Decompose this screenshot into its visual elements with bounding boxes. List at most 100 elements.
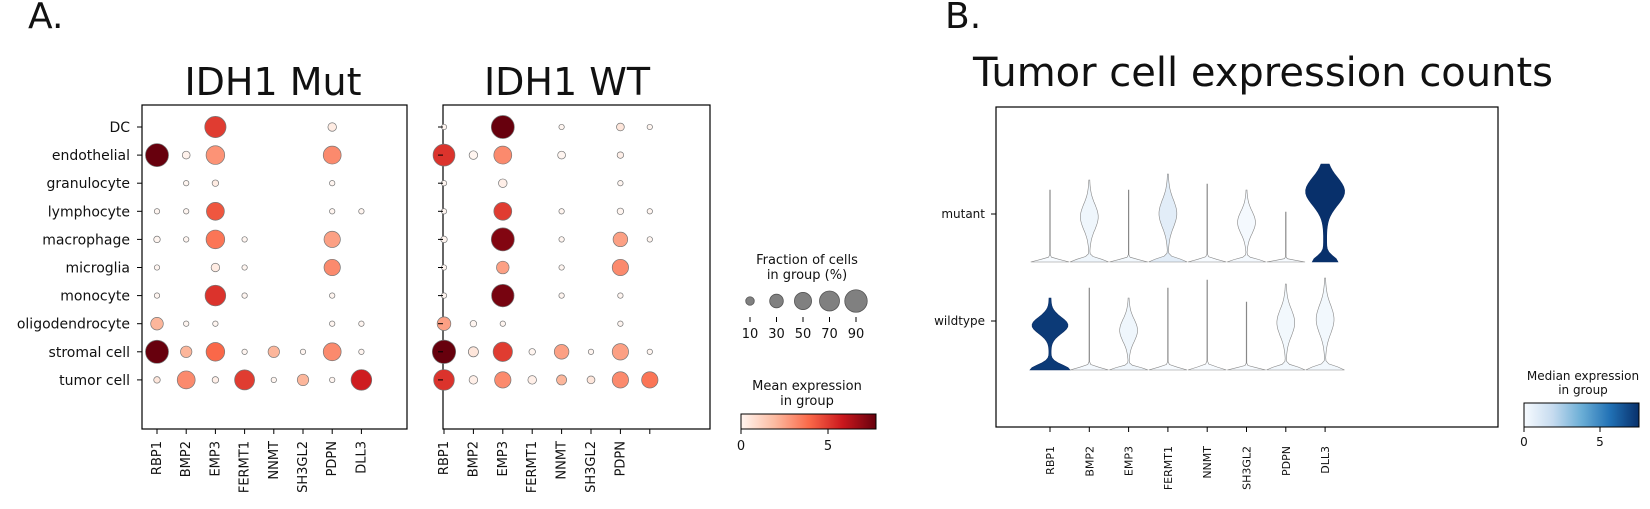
dot-mut bbox=[145, 143, 169, 167]
dot-wt bbox=[612, 231, 629, 248]
fraction-legend-dot bbox=[769, 293, 784, 309]
fraction-legend-title-1: Fraction of cells bbox=[756, 253, 858, 268]
x-tick-label-mut: SH3GL2 bbox=[296, 441, 311, 493]
violin-gene-label: BMP2 bbox=[1083, 446, 1096, 477]
dot-mut bbox=[350, 369, 373, 391]
violin-row-label: mutant bbox=[941, 207, 985, 221]
fraction-legend-tick-label: 90 bbox=[848, 327, 865, 342]
fraction-legend-dot bbox=[745, 296, 755, 306]
fraction-legend-tick-label: 50 bbox=[795, 327, 812, 342]
violin-wildtype bbox=[1148, 287, 1188, 371]
dot-wt bbox=[611, 371, 629, 389]
dot-wt bbox=[617, 292, 624, 299]
dot-mut bbox=[150, 317, 164, 331]
x-tick-label-wt: BMP2 bbox=[466, 441, 481, 477]
dot-mut bbox=[270, 376, 277, 383]
dot-wt bbox=[646, 123, 653, 131]
dot-mut bbox=[241, 236, 248, 243]
dot-mut bbox=[153, 292, 161, 299]
violin-mutant bbox=[1266, 211, 1306, 263]
median-expr-legend-title-1: Median expression bbox=[1527, 369, 1639, 383]
dot-wt bbox=[490, 115, 515, 139]
row-label: stromal cell bbox=[49, 345, 130, 361]
dotplot-wt-frame bbox=[442, 104, 711, 430]
dot-wt bbox=[557, 150, 566, 160]
dot-wt bbox=[528, 348, 536, 356]
dot-wt bbox=[617, 180, 624, 187]
dot-mut bbox=[234, 369, 255, 391]
x-tick-label-mut: PDPN bbox=[325, 441, 340, 476]
dot-wt bbox=[611, 343, 629, 361]
violin-gene-label: NNMT bbox=[1201, 446, 1214, 479]
violin-wildtype bbox=[1029, 297, 1071, 371]
fraction-legend-tick-label: 10 bbox=[742, 327, 759, 342]
x-tick-label-wt: SH3GL2 bbox=[584, 441, 599, 493]
dot-mut bbox=[180, 345, 193, 358]
row-label: lymphocyte bbox=[48, 204, 130, 220]
dot-mut bbox=[205, 229, 226, 250]
x-tick-label-mut: BMP2 bbox=[179, 441, 194, 477]
dot-mut bbox=[241, 348, 248, 355]
dot-wt bbox=[616, 207, 625, 215]
title-idh1-mut: IDH1 Mut bbox=[184, 60, 361, 104]
dot-mut bbox=[323, 258, 341, 277]
panel-label-a: A. bbox=[28, 0, 63, 37]
dot-mut bbox=[183, 180, 190, 187]
dot-mut bbox=[327, 122, 337, 132]
dot-wt bbox=[468, 150, 479, 160]
dot-mut bbox=[329, 180, 336, 187]
dot-mut bbox=[183, 320, 190, 327]
title-tumor-expression: Tumor cell expression counts bbox=[972, 50, 1553, 96]
dot-wt bbox=[431, 339, 457, 364]
dot-wt bbox=[469, 320, 478, 328]
dot-mut bbox=[323, 230, 341, 248]
dot-wt bbox=[436, 316, 452, 331]
violin-wildtype bbox=[1227, 301, 1266, 371]
dot-wt bbox=[556, 374, 568, 386]
fraction-legend-title-2: in group (%) bbox=[767, 268, 847, 283]
dot-wt bbox=[432, 143, 456, 167]
dot-wt bbox=[646, 348, 653, 355]
dot-wt bbox=[496, 260, 510, 275]
dot-wt bbox=[616, 122, 625, 132]
fraction-legend-tick-label: 70 bbox=[821, 327, 838, 342]
dot-mut bbox=[205, 342, 226, 362]
dot-mut bbox=[153, 235, 161, 244]
x-tick-label-mut: DLL3 bbox=[354, 441, 369, 474]
x-tick-label-mut: FERMT1 bbox=[238, 441, 253, 493]
dot-mut bbox=[267, 345, 280, 358]
mean-expr-legend-title-2: in group bbox=[780, 394, 834, 409]
violin-wildtype bbox=[1109, 297, 1149, 371]
dot-mut bbox=[241, 264, 248, 271]
row-label: DC bbox=[109, 120, 130, 136]
x-tick-label-mut: EMP3 bbox=[208, 441, 223, 477]
violin-gene-label: FERMT1 bbox=[1162, 446, 1175, 490]
row-label: granulocyte bbox=[46, 176, 130, 192]
dot-wt bbox=[558, 292, 565, 299]
violin-mutant bbox=[1227, 189, 1266, 263]
violin-gene-label: DLL3 bbox=[1319, 446, 1332, 474]
row-label: monocyte bbox=[60, 289, 130, 305]
dot-wt bbox=[494, 371, 512, 389]
dot-wt bbox=[558, 264, 565, 271]
dot-wt bbox=[467, 346, 479, 358]
x-tick-label-mut: NNMT bbox=[267, 441, 282, 480]
median-expr-tick-label-5: 5 bbox=[1596, 435, 1604, 449]
dot-mut bbox=[296, 373, 310, 386]
violin-wildtype bbox=[1187, 279, 1227, 371]
x-tick-label-wt: EMP3 bbox=[496, 441, 511, 477]
dot-wt bbox=[493, 201, 513, 221]
violin-wildtype bbox=[1069, 287, 1109, 371]
fraction-legend-dot bbox=[794, 292, 812, 310]
mean-expr-legend-title-1: Mean expression bbox=[752, 379, 862, 394]
mean-expr-colorbar bbox=[740, 413, 877, 430]
x-tick-label-wt: NNMT bbox=[555, 441, 570, 480]
dot-mut bbox=[211, 376, 220, 384]
x-tick-label-wt: FERMT1 bbox=[525, 441, 540, 493]
violin-mutant bbox=[1069, 179, 1109, 263]
dot-mut bbox=[211, 179, 220, 187]
dot-mut bbox=[299, 348, 307, 355]
x-tick-label-mut: RBP1 bbox=[150, 441, 165, 475]
dot-wt bbox=[587, 348, 595, 355]
median-expr-colorbar bbox=[1523, 402, 1640, 428]
